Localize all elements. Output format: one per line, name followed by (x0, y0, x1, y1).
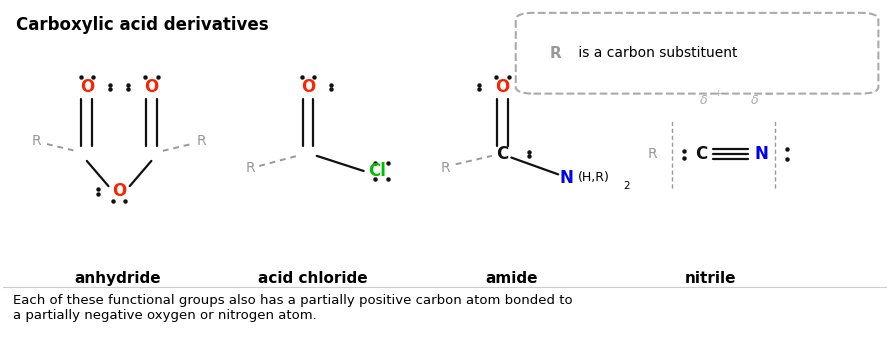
Text: acid chloride: acid chloride (257, 271, 368, 286)
Text: R: R (648, 147, 658, 161)
Text: −: − (765, 89, 772, 98)
Text: 2: 2 (624, 181, 630, 191)
Text: +: + (714, 89, 721, 98)
Text: O: O (144, 78, 158, 96)
Text: is a carbon substituent: is a carbon substituent (574, 46, 738, 60)
Text: nitrile: nitrile (684, 271, 736, 286)
Text: δ: δ (700, 94, 708, 107)
Text: R: R (441, 161, 449, 175)
Text: C: C (497, 145, 508, 163)
Text: R: R (246, 161, 255, 175)
Text: Each of these functional groups also has a partially positive carbon atom bonded: Each of these functional groups also has… (13, 294, 573, 322)
Text: anhydride: anhydride (75, 271, 161, 286)
Text: δ: δ (751, 94, 758, 107)
Text: C: C (695, 145, 708, 163)
Text: Cl: Cl (368, 162, 386, 180)
Text: R: R (197, 134, 206, 148)
Text: O: O (112, 182, 126, 200)
Text: Carboxylic acid derivatives: Carboxylic acid derivatives (16, 16, 269, 34)
Text: R: R (549, 46, 561, 61)
Text: O: O (496, 78, 510, 96)
FancyBboxPatch shape (516, 13, 878, 94)
Text: O: O (80, 78, 94, 96)
Text: N: N (755, 145, 768, 163)
Text: O: O (301, 78, 315, 96)
Text: (H,R): (H,R) (578, 171, 610, 184)
Text: R: R (31, 134, 41, 148)
Text: amide: amide (485, 271, 538, 286)
Text: N: N (560, 169, 574, 187)
